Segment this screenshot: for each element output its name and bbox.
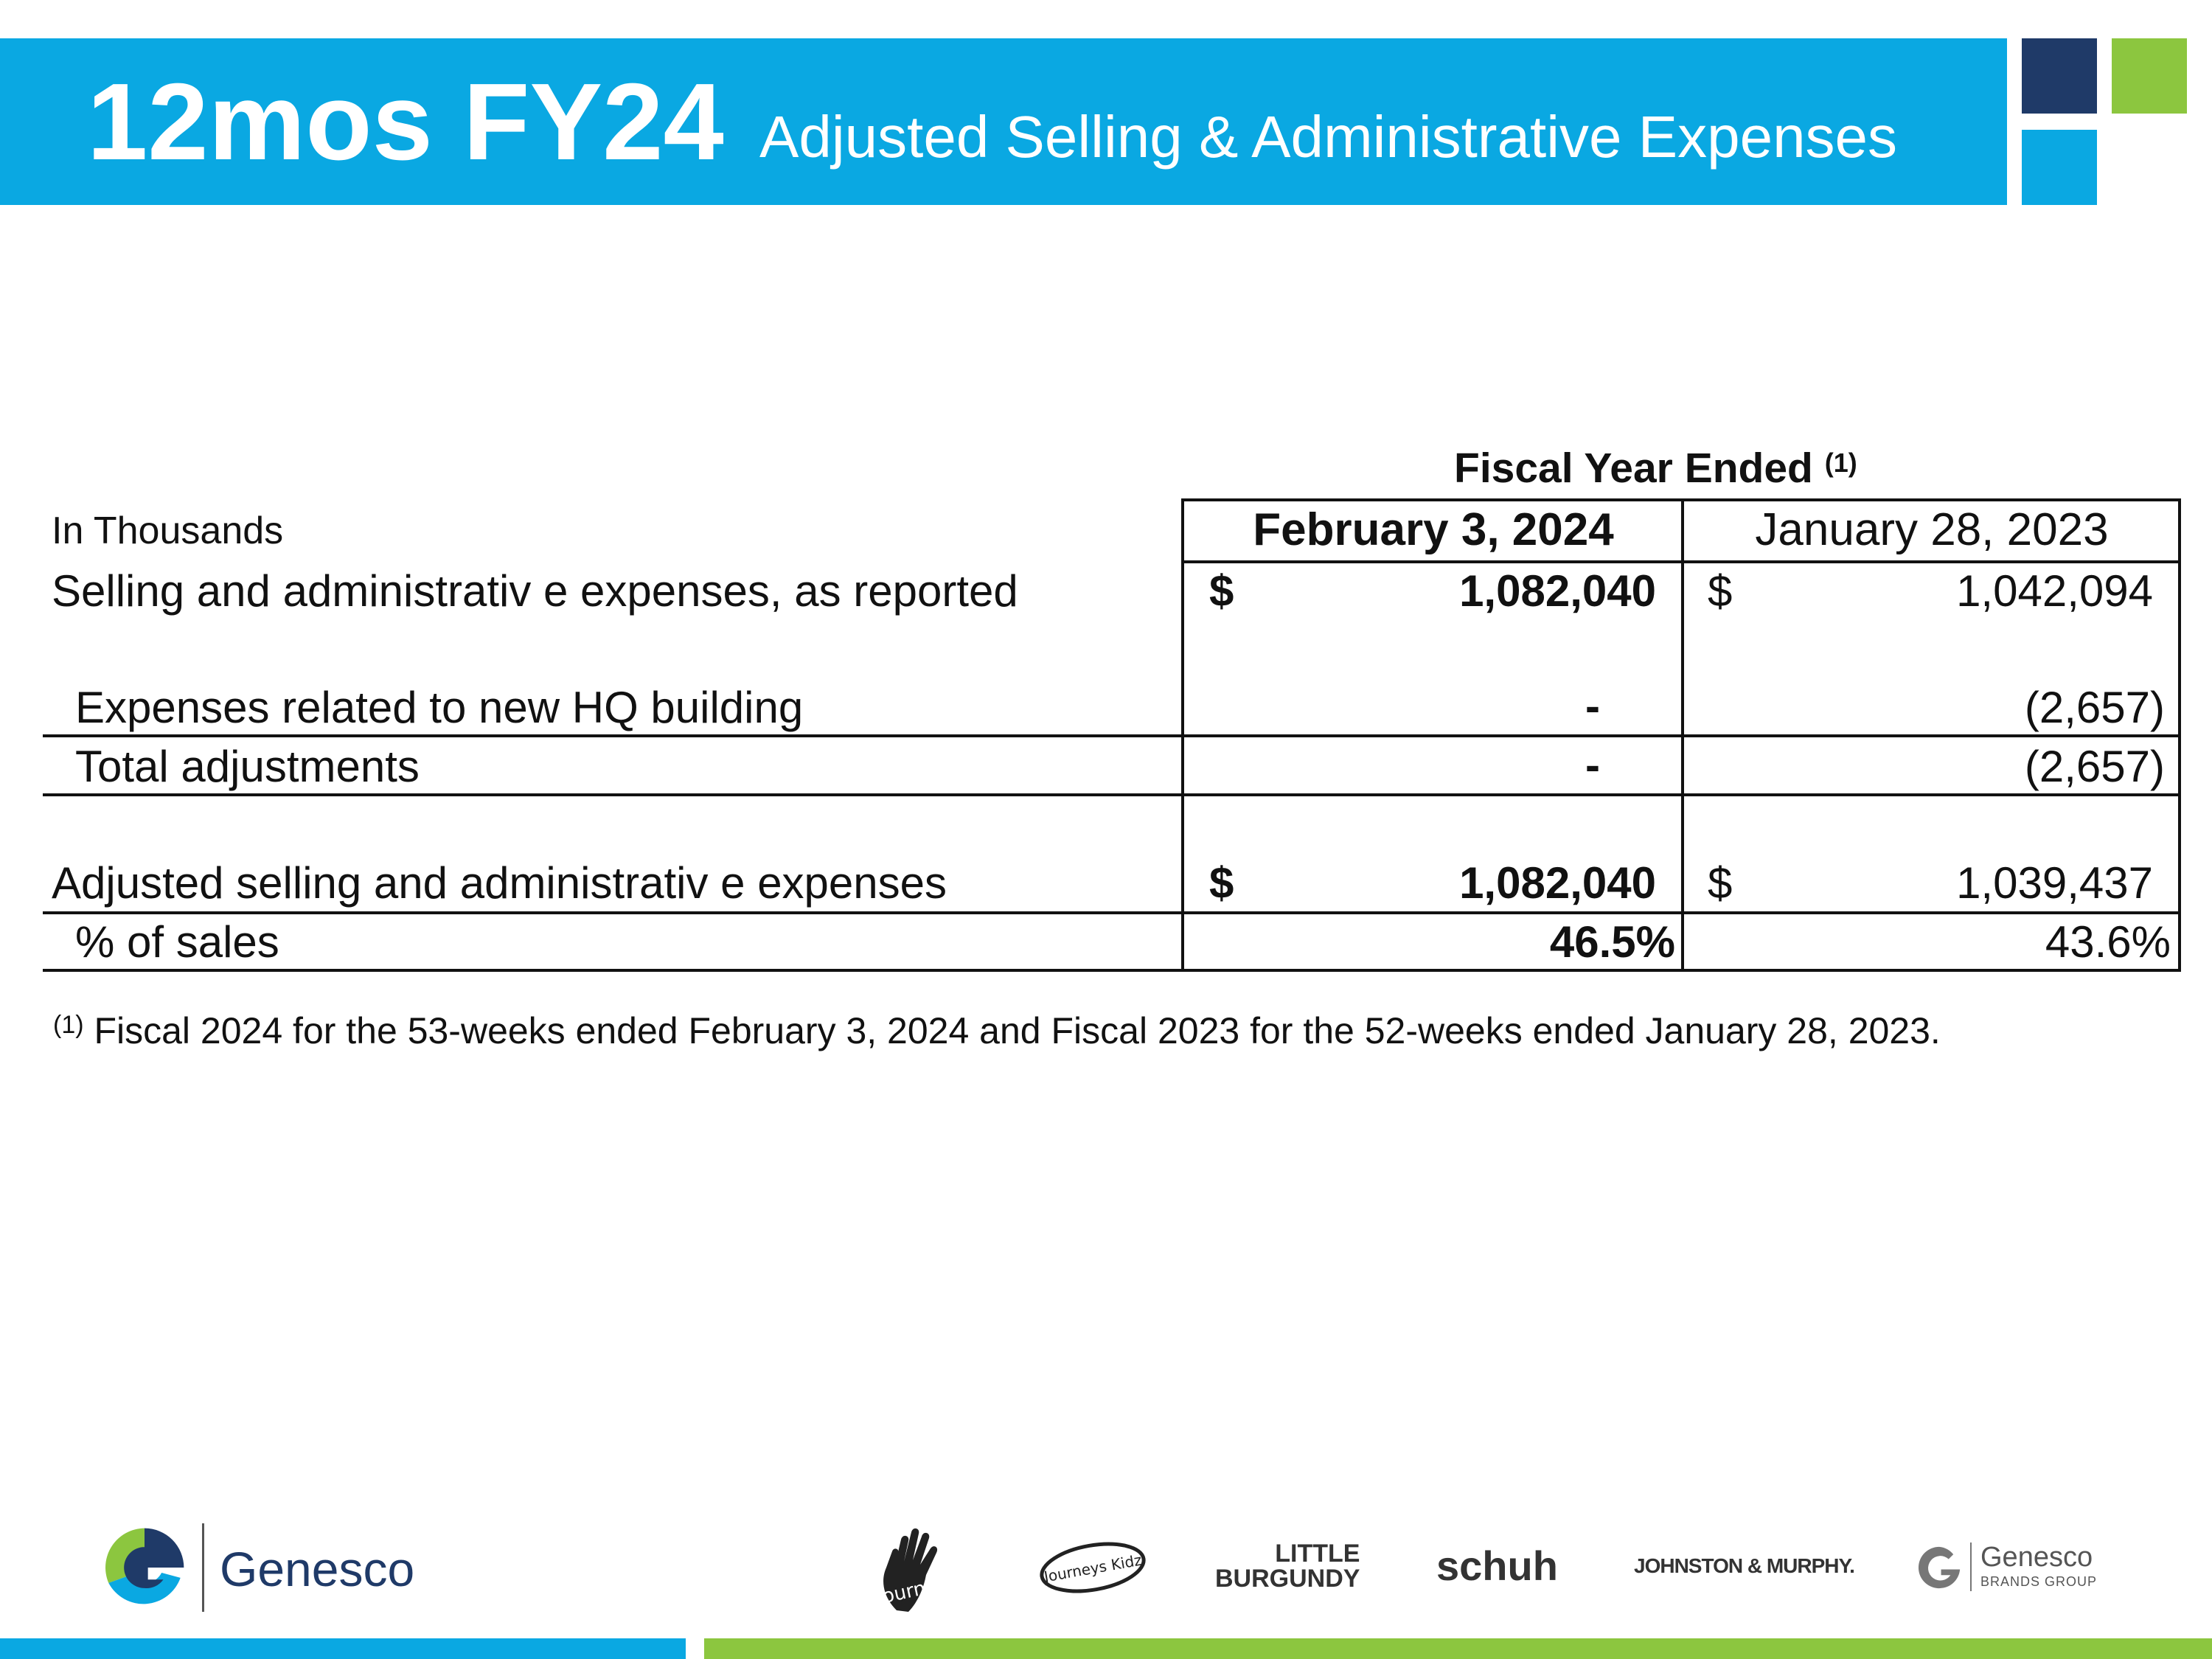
johnston-murphy-logo: JOHNSTON & MURPHY. (1634, 1554, 1855, 1577)
value-fy2023-total-adjustments: (2,657) (2024, 742, 2165, 791)
page-title: 12mos FY24 (87, 61, 724, 183)
decorative-square-navy (2022, 38, 2097, 114)
brands-group-name: Genesco (1980, 1542, 2093, 1573)
logo-divider (202, 1523, 204, 1612)
column-header-fy2024: February 3, 2024 (1253, 504, 1614, 555)
table-divider (43, 793, 2181, 796)
value-fy2023-percent-of-sales: 43.6% (2045, 917, 2171, 967)
row-label-reported: Selling and administrativ e expenses, as… (52, 566, 1018, 616)
schuh-logo: schuh (1436, 1543, 1558, 1589)
value-fy2023-adjusted: 1,039,437 (1956, 858, 2153, 908)
journeys-kidz-logo-icon: Journeys Kidz (1040, 1542, 1146, 1593)
currency-symbol: $ (1209, 566, 1234, 616)
page-subtitle: Adjusted Selling & Administrative Expens… (759, 104, 1898, 170)
footer-bar-green (704, 1638, 2212, 1659)
value-fy2023-hq-building: (2,657) (2024, 683, 2165, 732)
genesco-g-logo-icon (105, 1528, 184, 1604)
row-label-hq-building: Expenses related to new HQ building (75, 683, 804, 732)
row-label-total-adjustments: Total adjustments (75, 742, 420, 791)
column-header-fy2023: January 28, 2023 (1755, 504, 2109, 555)
decorative-square-green (2112, 38, 2187, 114)
journeys-hand-logo-icon: Journeys (874, 1528, 960, 1612)
genesco-brands-group-icon (1918, 1546, 1961, 1589)
value-fy2024-total-adjustments: - (1585, 740, 1600, 790)
table-border-bottom (43, 969, 2181, 972)
table-divider (43, 911, 2181, 914)
currency-symbol: $ (1708, 858, 1733, 908)
row-label-adjusted: Adjusted selling and administrativ e exp… (52, 858, 947, 908)
value-fy2024-percent-of-sales: 46.5% (1549, 917, 1675, 967)
value-fy2024-hq-building: - (1585, 681, 1600, 731)
title-banner (0, 38, 2007, 205)
table-column-border (2178, 498, 2181, 972)
table-divider (43, 734, 2181, 737)
fiscal-year-header: Fiscal Year Ended (1) (1454, 445, 1857, 492)
footnote-marker: (1) (53, 1011, 84, 1039)
row-label-percent-of-sales: % of sales (75, 917, 279, 967)
genesco-wordmark: Genesco (220, 1542, 415, 1596)
brands-group-subtitle: BRANDS GROUP (1980, 1574, 2098, 1589)
footer-bar-blue (0, 1638, 686, 1659)
value-fy2024-reported: 1,082,040 (1459, 566, 1656, 616)
units-label: In Thousands (52, 509, 284, 552)
decorative-square-blue (2022, 130, 2097, 205)
table-column-border (1681, 498, 1684, 972)
brands-group-divider (1970, 1543, 1972, 1591)
currency-symbol: $ (1708, 566, 1733, 616)
currency-symbol: $ (1209, 858, 1234, 908)
little-burgundy-logo: LITTLE BURGUNDY (1215, 1540, 1360, 1593)
footnote: (1) Fiscal 2024 for the 53-weeks ended F… (53, 1010, 1941, 1051)
value-fy2024-adjusted: 1,082,040 (1459, 858, 1656, 908)
footnote-marker: (1) (1824, 448, 1857, 478)
table-column-border (1181, 498, 1184, 972)
value-fy2023-reported: 1,042,094 (1956, 566, 2153, 616)
